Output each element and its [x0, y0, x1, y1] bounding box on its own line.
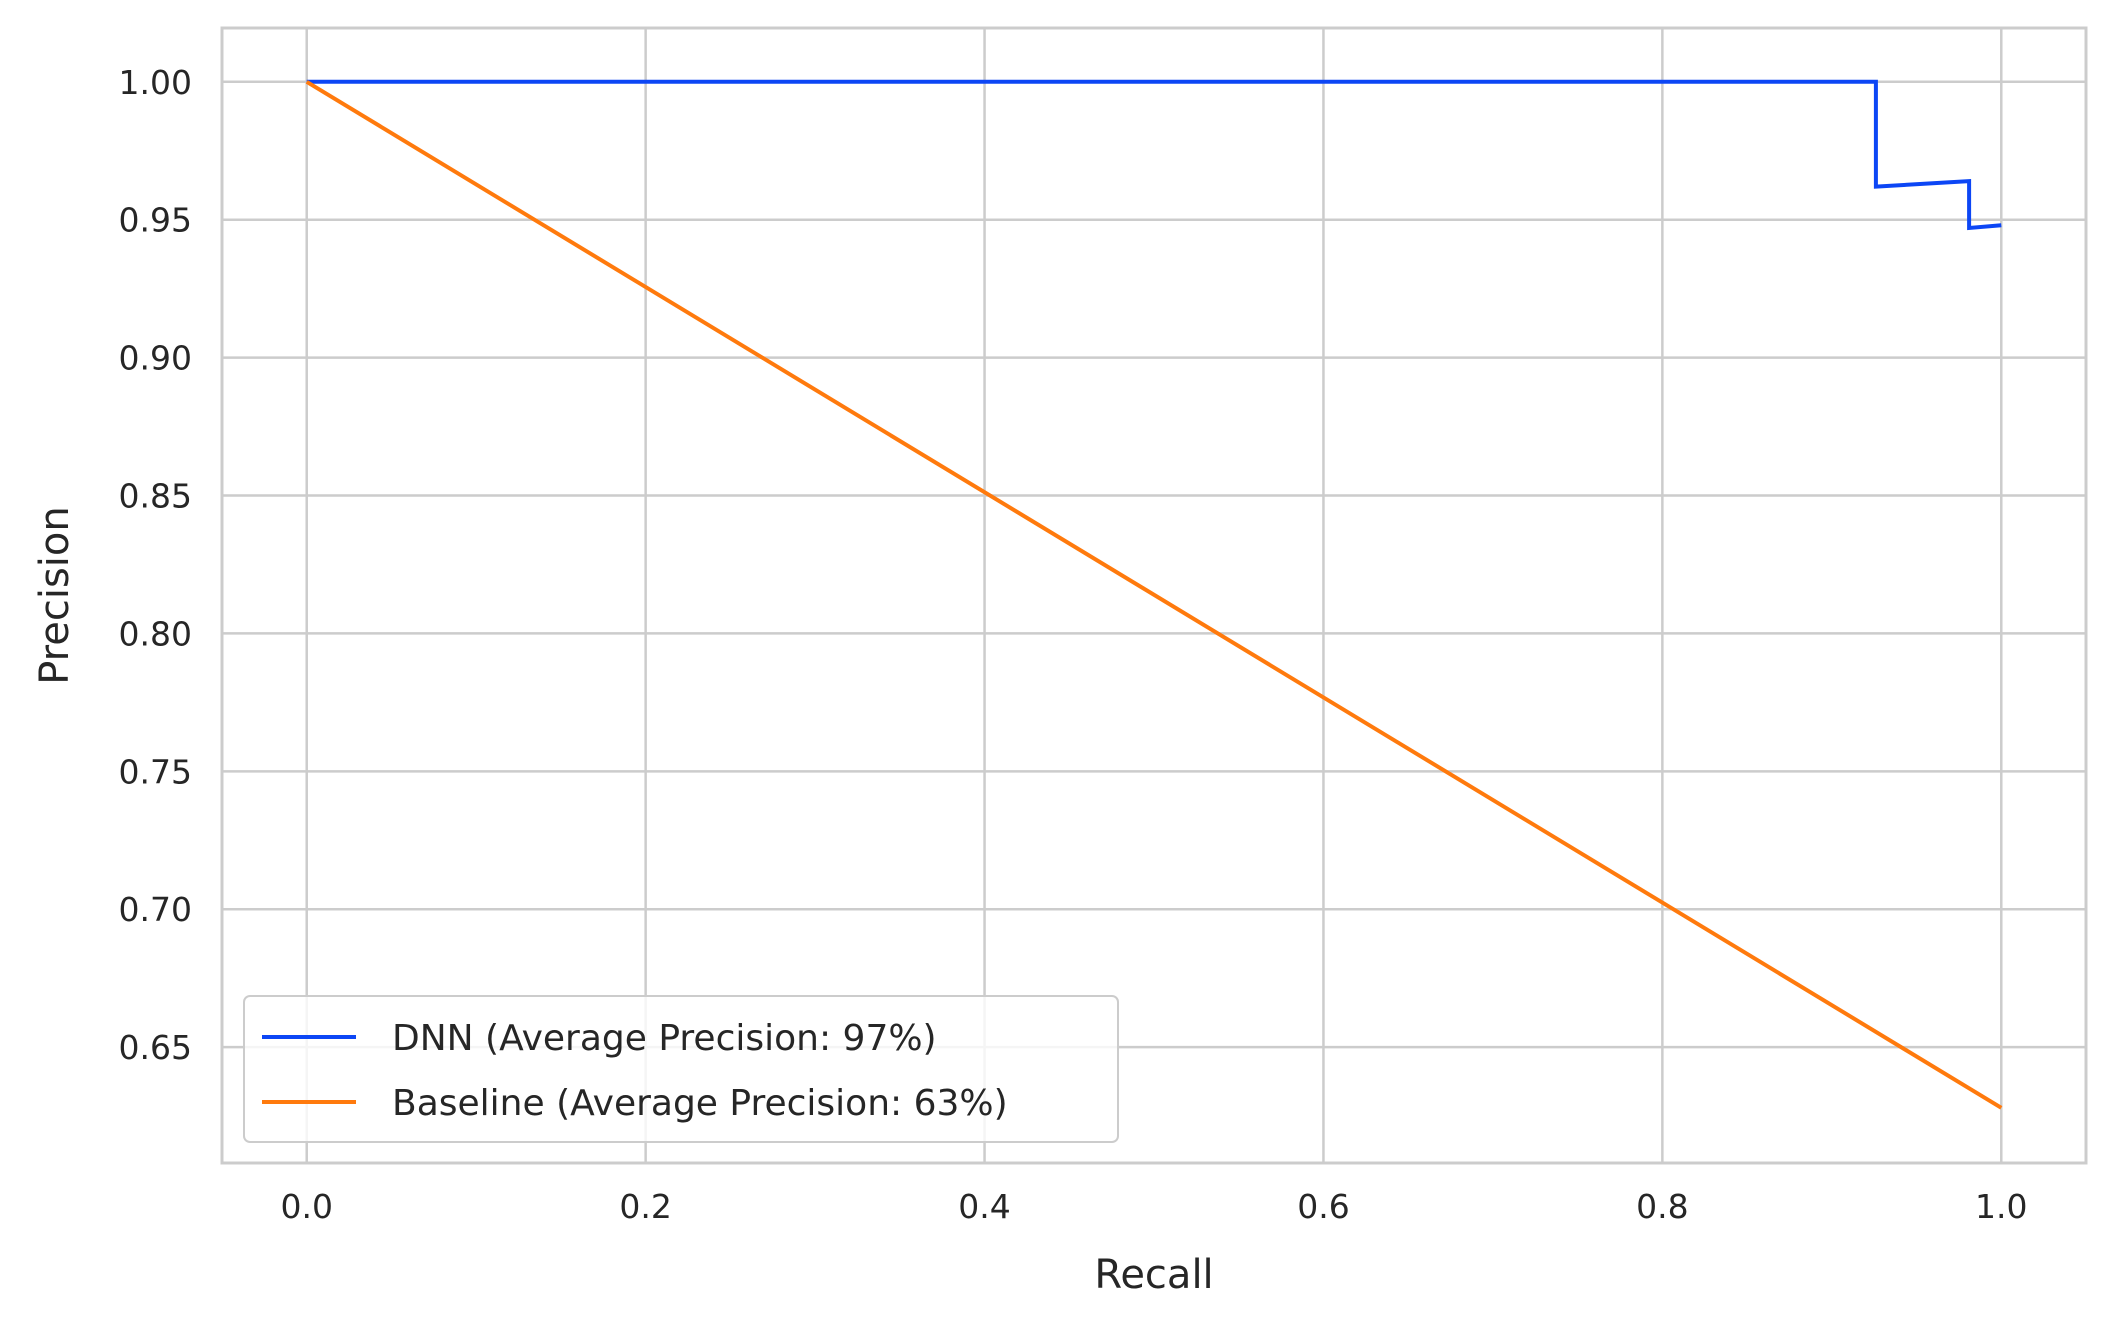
y-tick-label: 1.00: [119, 63, 192, 102]
x-tick-label: 1.0: [1975, 1187, 2027, 1226]
y-tick-label: 0.95: [119, 201, 192, 240]
plot-frame: [220, 26, 2088, 1165]
y-tick-label: 0.70: [119, 890, 192, 929]
y-tick-label: 0.90: [119, 339, 192, 378]
series-line-baseline: [305, 80, 2003, 1110]
series-lines: [305, 79, 2003, 1110]
series-line-dnn: [306, 79, 2002, 231]
y-tick-label: 0.80: [119, 614, 192, 653]
y-tick-label: 0.75: [119, 752, 192, 791]
y-tick-label: 0.65: [119, 1028, 192, 1067]
y-tick-labels: 0.65 0.70 0.75 0.80 0.85 0.90 0.95 1.00: [119, 63, 192, 1067]
y-tick-label: 0.85: [119, 477, 192, 516]
x-tick-label: 0.0: [280, 1187, 332, 1226]
x-tick-label: 0.6: [1297, 1187, 1349, 1226]
x-tick-labels: 0.0 0.2 0.4 0.6 0.8 1.0: [280, 1187, 2027, 1226]
legend: DNN (Average Precision: 97%) Baseline (A…: [243, 995, 1119, 1143]
x-tick-label: 0.2: [619, 1187, 671, 1226]
legend-label-dnn: DNN (Average Precision: 97%): [392, 1018, 937, 1059]
legend-label-baseline: Baseline (Average Precision: 63%): [392, 1083, 1008, 1124]
legend-box: [243, 995, 1119, 1143]
y-axis-label: Precision: [32, 506, 78, 684]
x-tick-label: 0.4: [958, 1187, 1010, 1226]
x-axis-label: Recall: [1094, 1252, 1213, 1298]
x-tick-label: 0.8: [1636, 1187, 1688, 1226]
